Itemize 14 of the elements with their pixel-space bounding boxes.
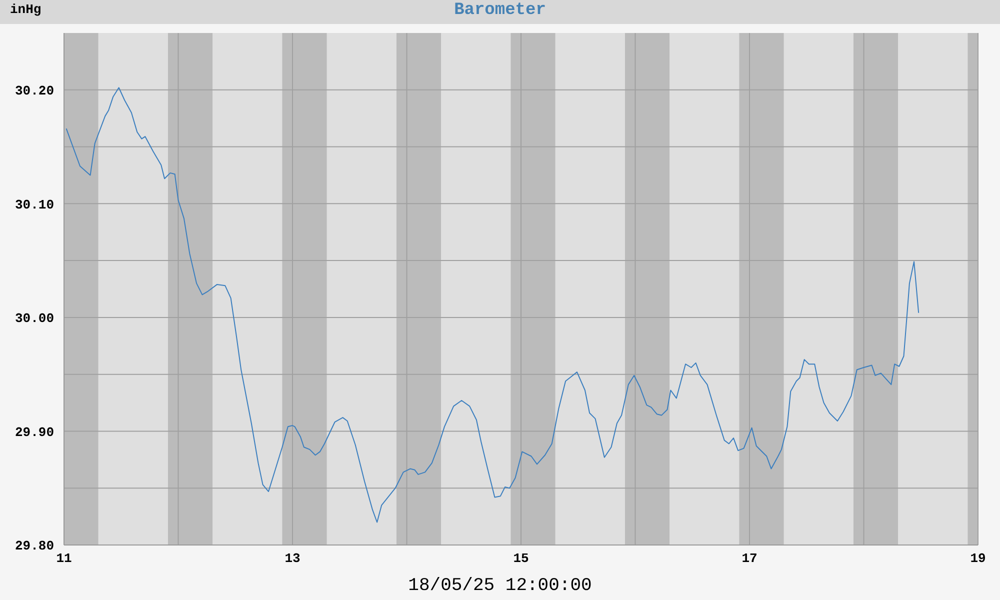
chart-title: Barometer <box>454 1 546 20</box>
y-axis-title: inHg <box>10 2 42 17</box>
y-tick-label: 30.10 <box>14 197 54 212</box>
y-tick-label: 30.20 <box>14 84 54 99</box>
x-tick-label: 15 <box>513 551 529 566</box>
y-tick-label: 29.90 <box>14 424 54 440</box>
line-series <box>66 87 920 523</box>
x-tick-label: 17 <box>742 551 758 566</box>
x-tick-label: 11 <box>56 551 72 566</box>
x-axis-title: 18/05/25 12:00:00 <box>407 576 593 596</box>
x-tick-label: 13 <box>284 551 300 566</box>
y-tick-label: 29.80 <box>14 538 54 554</box>
x-tick-label: 19 <box>970 551 986 566</box>
y-tick-label: 30.00 <box>14 311 54 326</box>
